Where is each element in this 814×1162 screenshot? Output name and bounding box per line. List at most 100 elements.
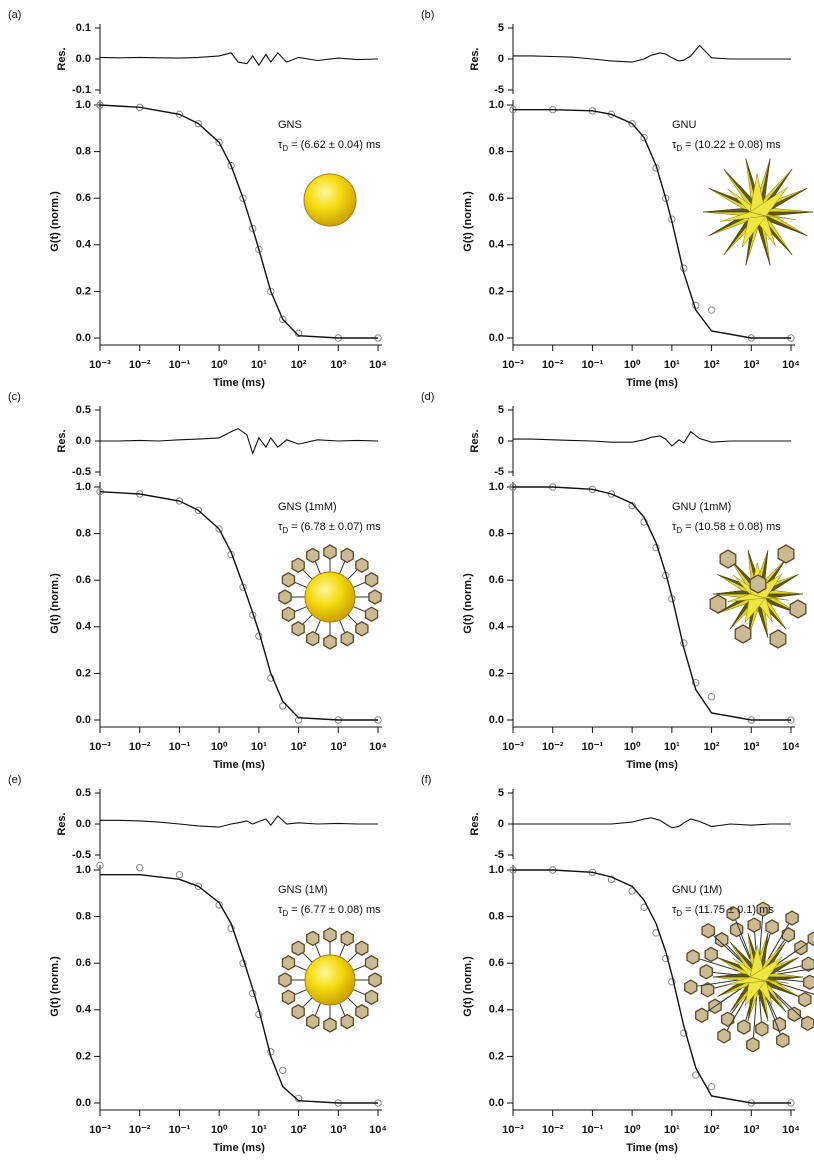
x-tick-label: 10⁰ bbox=[211, 359, 228, 371]
y-tick-label: 0.2 bbox=[76, 1050, 91, 1062]
data-point bbox=[707, 693, 716, 701]
y-tick-label: 0.8 bbox=[76, 146, 91, 158]
residual-line bbox=[513, 44, 791, 63]
x-tick-label: 10³ bbox=[330, 741, 346, 753]
y-tick-label: 0.2 bbox=[489, 285, 504, 297]
fit-line bbox=[99, 104, 378, 339]
data-point bbox=[680, 1029, 688, 1037]
ligand bbox=[756, 901, 770, 917]
x-tick-label: 10⁻² bbox=[129, 359, 151, 371]
ligand bbox=[340, 1013, 354, 1030]
panel-label: (a) bbox=[8, 9, 21, 21]
data-point bbox=[215, 525, 223, 533]
ligand-chain bbox=[338, 1001, 346, 1017]
tau-symbol: τ bbox=[672, 521, 677, 533]
y-tick-label: 0.4 bbox=[489, 621, 505, 633]
residual-ylabel: Res. bbox=[56, 812, 68, 835]
x-tick-label: 10⁻² bbox=[129, 1124, 151, 1136]
residual-line bbox=[99, 51, 379, 67]
tau-symbol: τ bbox=[672, 139, 677, 151]
data-point bbox=[668, 978, 676, 986]
ligand bbox=[355, 621, 369, 637]
data-point bbox=[279, 1066, 287, 1075]
ligand bbox=[737, 1019, 751, 1035]
nanosphere bbox=[304, 571, 356, 623]
x-tick-label: 10⁻² bbox=[542, 741, 564, 753]
data-point bbox=[607, 875, 616, 884]
y-tick-label: 0.0 bbox=[489, 1097, 504, 1109]
ligand-chain bbox=[712, 934, 744, 964]
ligand bbox=[776, 1032, 790, 1049]
tau-subscript: D bbox=[676, 526, 682, 535]
y-tick-label: 0.2 bbox=[489, 1050, 504, 1062]
tau-subscript: D bbox=[282, 909, 288, 918]
x-tick-label: 10⁻¹ bbox=[169, 359, 191, 371]
data-point bbox=[628, 501, 636, 510]
x-tick-label: 10⁻³ bbox=[89, 1124, 111, 1136]
x-tick-label: 10³ bbox=[743, 359, 759, 371]
x-tick-label: 10³ bbox=[743, 741, 759, 753]
tau-symbol: τ bbox=[278, 521, 283, 533]
ligand bbox=[704, 946, 718, 963]
data-point bbox=[96, 861, 104, 870]
fit-line bbox=[99, 491, 378, 721]
tau-label: τD = (6.78 ± 0.07) ms bbox=[278, 521, 381, 535]
data-point bbox=[692, 1071, 700, 1079]
ligand bbox=[291, 621, 305, 637]
sample-name: GNS bbox=[278, 119, 302, 131]
x-tick-label: 10⁻³ bbox=[502, 1124, 524, 1136]
y-tick-label: 0.0 bbox=[489, 332, 504, 344]
ligand-chain bbox=[774, 941, 810, 967]
ligand-chain bbox=[314, 943, 322, 959]
sample-name: GNU (1mM) bbox=[672, 501, 731, 513]
tau-value: = (10.58 ± 0.08) ms bbox=[685, 521, 781, 533]
residual-tick-label: 0.1 bbox=[76, 22, 91, 34]
ligand bbox=[364, 606, 379, 622]
ligand bbox=[281, 606, 296, 622]
ligand bbox=[765, 919, 779, 935]
ligand-chain bbox=[706, 987, 742, 1013]
x-tick-label: 10⁻¹ bbox=[169, 741, 191, 753]
x-tick-label: 10⁻¹ bbox=[169, 1124, 191, 1136]
ligand bbox=[798, 991, 812, 1008]
ligand-chain bbox=[752, 996, 757, 1039]
sample-name: GNS (1mM) bbox=[278, 501, 337, 513]
panel-label: (f) bbox=[421, 774, 431, 786]
data-point bbox=[136, 863, 144, 872]
y-tick-label: 1.0 bbox=[76, 99, 91, 111]
x-tick-label: 10⁰ bbox=[211, 1124, 228, 1136]
residual-ylabel: Res. bbox=[56, 47, 68, 70]
data-point bbox=[628, 119, 636, 128]
x-axis-label: Time (ms) bbox=[626, 759, 678, 771]
ligand bbox=[355, 557, 369, 573]
data-point bbox=[640, 133, 648, 142]
data-point bbox=[194, 119, 203, 128]
ligand bbox=[306, 547, 320, 564]
ligand bbox=[281, 955, 296, 971]
ligand bbox=[747, 917, 761, 933]
ligand bbox=[278, 589, 292, 605]
x-tick-label: 10⁻³ bbox=[502, 359, 524, 371]
residual-tick-label: 0 bbox=[498, 53, 504, 65]
ligand bbox=[700, 982, 715, 998]
y-tick-label: 0.6 bbox=[76, 574, 91, 586]
fit-line bbox=[513, 109, 791, 339]
sample-name: GNU (1M) bbox=[672, 884, 722, 896]
ligand-chain bbox=[314, 1001, 322, 1017]
y-tick-label: 0.8 bbox=[76, 528, 91, 540]
ligand bbox=[306, 930, 320, 947]
panel-label: (e) bbox=[8, 774, 21, 786]
x-tick-label: 10⁻² bbox=[542, 1124, 564, 1136]
x-tick-label: 10² bbox=[291, 1124, 307, 1136]
ligand bbox=[340, 630, 354, 647]
ligand bbox=[746, 1037, 760, 1053]
ligand bbox=[684, 979, 698, 995]
y-axis-label: G(t) (norm.) bbox=[462, 191, 474, 252]
ligand-chain bbox=[314, 560, 322, 576]
data-point bbox=[194, 506, 203, 514]
ligand-chain bbox=[346, 952, 358, 964]
residual-ylabel: Res. bbox=[469, 429, 481, 452]
star-spike-front bbox=[749, 187, 788, 217]
ligand bbox=[801, 956, 814, 972]
